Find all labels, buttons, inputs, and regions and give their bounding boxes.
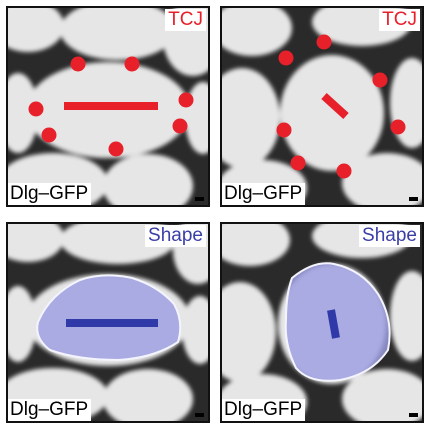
micrograph-shape-right — [222, 224, 422, 421]
scale-bar — [195, 197, 204, 201]
panel-tag-label: TCJ — [165, 9, 206, 31]
micrograph-shape-left — [8, 224, 208, 421]
cell-shape-outline — [284, 262, 391, 382]
tcj-dot — [28, 101, 44, 117]
micrograph-tcj-right — [222, 8, 422, 205]
tcj-dot — [290, 155, 306, 171]
tcj-dot — [316, 34, 332, 50]
marker-label: Dlg–GFP — [8, 183, 92, 205]
tcj-axis-line — [321, 93, 349, 119]
tcj-dot — [41, 127, 57, 143]
tcj-dot — [172, 118, 188, 134]
panel-tag-label: Shape — [145, 225, 206, 247]
tcj-dot — [278, 50, 294, 66]
tcj-dot — [276, 122, 292, 138]
tcj-dot — [178, 92, 194, 108]
micrograph-tcj-left — [8, 8, 208, 205]
tcj-dot — [70, 56, 86, 72]
panel-tag-label: Shape — [359, 225, 420, 247]
scale-bar — [409, 197, 418, 201]
tcj-dot — [124, 56, 140, 72]
panel-shape-left: Shape Dlg–GFP — [6, 222, 210, 423]
marker-label: Dlg–GFP — [222, 183, 306, 205]
panel-tcj-right: TCJ Dlg–GFP — [220, 6, 424, 207]
tcj-dot — [390, 119, 406, 135]
tcj-dot — [108, 141, 124, 157]
tcj-dots — [276, 34, 406, 179]
tcj-dot — [372, 72, 388, 88]
panel-tag-label: TCJ — [379, 9, 420, 31]
scale-bar — [409, 413, 418, 417]
shape-axis-line — [327, 309, 340, 339]
panel-tcj-left: TCJ Dlg–GFP — [6, 6, 210, 207]
panel-shape-right: Shape Dlg–GFP — [220, 222, 424, 423]
marker-label: Dlg–GFP — [8, 399, 92, 421]
tcj-dot — [336, 163, 352, 179]
tcj-dots — [28, 56, 194, 157]
cell-shape-outline — [36, 274, 182, 362]
marker-label: Dlg–GFP — [222, 399, 306, 421]
scale-bar — [195, 413, 204, 417]
